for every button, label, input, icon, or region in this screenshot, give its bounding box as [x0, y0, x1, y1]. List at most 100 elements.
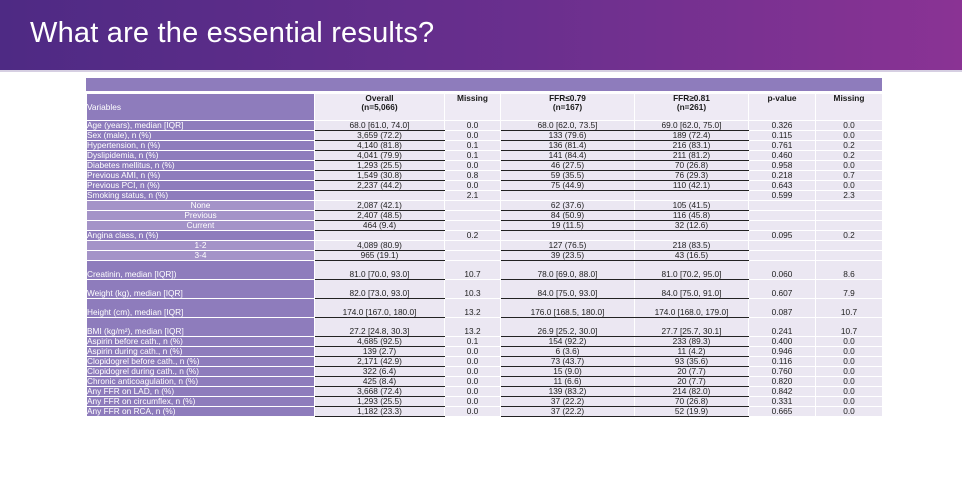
- cell-p-value: [748, 250, 816, 261]
- column-header-line: Missing: [457, 93, 488, 103]
- row-label: Previous: [86, 210, 315, 221]
- cell-missing: 13.2: [444, 317, 501, 337]
- cell-ffr-high: 32 (12.6): [634, 220, 749, 231]
- row-label: Any FFR on RCA, n (%): [86, 406, 315, 417]
- table-top-band: [86, 78, 882, 91]
- table-row: Height (cm), median [IQR] 174.0 [167.0, 1…: [86, 298, 883, 318]
- cell-overall: 2,087 (42.1): [314, 200, 445, 211]
- table-row: Sex (male), n (%) 3,659 (72.2) 0.0 133 (79.…: [86, 130, 883, 141]
- cell-missing-2: 0.0: [815, 356, 883, 367]
- row-label: Aspirin before cath., n (%): [86, 336, 315, 347]
- column-header-line: Missing: [833, 93, 865, 103]
- cell-ffr-low: [500, 230, 635, 241]
- column-header-missing: Missing: [444, 93, 501, 121]
- cell-p-value: 0.760: [748, 366, 816, 377]
- slide-title: What are the essential results?: [30, 17, 435, 49]
- cell-missing: 0.0: [444, 180, 501, 191]
- table-row: Chronic anticoagulation, n (%) 425 (8.4) 0…: [86, 376, 883, 387]
- cell-ffr-high: 27.7 [25.7, 30.1]: [634, 317, 749, 337]
- cell-overall: 1,293 (25.5): [314, 160, 445, 171]
- table-row: Any FFR on circumflex, n (%) 1,293 (25.5)…: [86, 396, 883, 407]
- cell-ffr-high: 43 (16.5): [634, 250, 749, 261]
- table-body: Age (years), median [IQR] 68.0 [61.0, 74.…: [86, 120, 883, 417]
- table-row: Any FFR on RCA, n (%) 1,182 (23.3) 0.0 37 (…: [86, 406, 883, 417]
- cell-missing: 0.0: [444, 120, 501, 131]
- cell-missing-2: 0.0: [815, 130, 883, 141]
- cell-overall: 3,668 (72.4): [314, 386, 445, 397]
- cell-ffr-high: 189 (72.4): [634, 130, 749, 141]
- table-row: Aspirin during cath., n (%) 139 (2.7) 0.0 6…: [86, 346, 883, 357]
- cell-p-value: 0.326: [748, 120, 816, 131]
- cell-missing-2: 0.2: [815, 140, 883, 151]
- column-header-line: Overall: [365, 93, 394, 103]
- cell-ffr-low: 136 (81.4): [500, 140, 635, 151]
- cell-ffr-high: 81.0 [70.2, 95.0]: [634, 260, 749, 280]
- row-label: Chronic anticoagulation, n (%): [86, 376, 315, 387]
- cell-missing: 10.7: [444, 260, 501, 280]
- cell-missing-2: 0.0: [815, 336, 883, 347]
- cell-missing: 0.0: [444, 386, 501, 397]
- cell-p-value: 0.095: [748, 230, 816, 241]
- cell-overall: 4,041 (79.9): [314, 150, 445, 161]
- cell-p-value: 0.842: [748, 386, 816, 397]
- cell-ffr-high: 233 (89.3): [634, 336, 749, 347]
- cell-missing-2: [815, 210, 883, 221]
- table-row: Weight (kg), median [IQR] 82.0 [73.0, 93.…: [86, 279, 883, 299]
- table-row: Age (years), median [IQR] 68.0 [61.0, 74.…: [86, 120, 883, 131]
- cell-p-value: 0.946: [748, 346, 816, 357]
- column-header-p-value: p-value: [748, 93, 816, 121]
- cell-p-value: 0.087: [748, 298, 816, 318]
- cell-overall: [314, 190, 445, 201]
- table-subrow: 3-4 965 (19.1) 39 (23.5) 43 (16.5): [86, 250, 883, 261]
- table-row: Dyslipidemia, n (%) 4,041 (79.9) 0.1 141 (8…: [86, 150, 883, 161]
- column-header-subline: (n=261): [676, 102, 707, 112]
- variables-header: Variables: [86, 93, 315, 121]
- cell-missing: 0.0: [444, 366, 501, 377]
- table-row: Clopidogrel before cath., n (%) 2,171 (42…: [86, 356, 883, 367]
- row-label: 3-4: [86, 250, 315, 261]
- cell-ffr-low: 11 (6.6): [500, 376, 635, 387]
- row-label: Clopidogrel during cath., n (%): [86, 366, 315, 377]
- results-table: Variables Overall (n=5,066) Missing FFR≤0…: [86, 93, 883, 417]
- cell-p-value: [748, 240, 816, 251]
- cell-overall: 464 (9.4): [314, 220, 445, 231]
- cell-ffr-high: 211 (81.2): [634, 150, 749, 161]
- row-label: None: [86, 200, 315, 211]
- row-label: Creatinin, median [IQR]): [86, 260, 315, 280]
- cell-p-value: 0.643: [748, 180, 816, 191]
- column-header-ffr-low: FFR≤0.79 (n=167): [500, 93, 635, 121]
- cell-missing-2: 0.2: [815, 150, 883, 161]
- cell-ffr-low: 37 (22.2): [500, 396, 635, 407]
- cell-overall: 2,407 (48.5): [314, 210, 445, 221]
- row-label: Height (cm), median [IQR]: [86, 298, 315, 318]
- table-row: Creatinin, median [IQR]) 81.0 [70.0, 93.0…: [86, 260, 883, 280]
- cell-ffr-low: 59 (35.5): [500, 170, 635, 181]
- cell-ffr-low: 46 (27.5): [500, 160, 635, 171]
- cell-ffr-high: 70 (26.8): [634, 160, 749, 171]
- cell-ffr-low: 127 (76.5): [500, 240, 635, 251]
- cell-ffr-high: 52 (19.9): [634, 406, 749, 417]
- cell-ffr-high: 76 (29.3): [634, 170, 749, 181]
- table-row: Angina class, n (%) 0.2 0.095 0.2: [86, 230, 883, 241]
- cell-ffr-high: 69.0 [62.0, 75.0]: [634, 120, 749, 131]
- cell-missing-2: 0.0: [815, 366, 883, 377]
- column-header-missing-2: Missing: [815, 93, 883, 121]
- cell-ffr-high: 110 (42.1): [634, 180, 749, 191]
- cell-overall: 1,549 (30.8): [314, 170, 445, 181]
- cell-missing: 0.0: [444, 396, 501, 407]
- cell-missing: 10.3: [444, 279, 501, 299]
- cell-missing: 0.8: [444, 170, 501, 181]
- cell-missing-2: 2.3: [815, 190, 883, 201]
- cell-ffr-low: 37 (22.2): [500, 406, 635, 417]
- cell-overall: 4,089 (80.9): [314, 240, 445, 251]
- cell-overall: 81.0 [70.0, 93.0]: [314, 260, 445, 280]
- cell-missing: 0.0: [444, 346, 501, 357]
- cell-missing-2: 0.0: [815, 160, 883, 171]
- row-label: Previous AMI, n (%): [86, 170, 315, 181]
- cell-missing: 13.2: [444, 298, 501, 318]
- cell-ffr-high: 105 (41.5): [634, 200, 749, 211]
- cell-ffr-low: 6 (3.6): [500, 346, 635, 357]
- column-header-overall: Overall (n=5,066): [314, 93, 445, 121]
- cell-p-value: 0.820: [748, 376, 816, 387]
- cell-ffr-low: 84 (50.9): [500, 210, 635, 221]
